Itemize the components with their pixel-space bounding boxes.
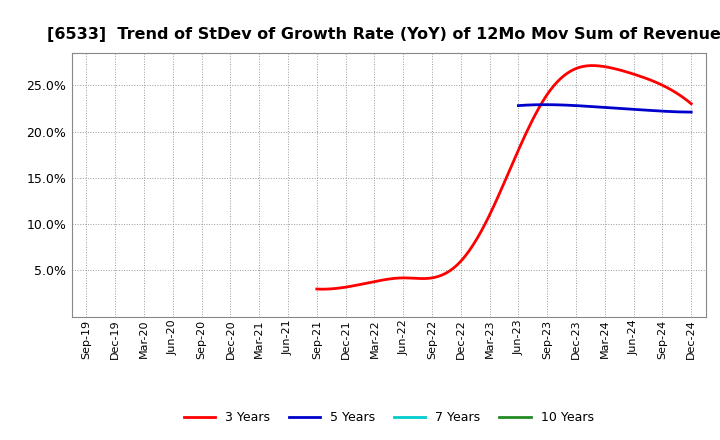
Title: [6533]  Trend of StDev of Growth Rate (YoY) of 12Mo Mov Sum of Revenues: [6533] Trend of StDev of Growth Rate (Yo… — [47, 27, 720, 42]
Legend: 3 Years, 5 Years, 7 Years, 10 Years: 3 Years, 5 Years, 7 Years, 10 Years — [179, 407, 598, 429]
